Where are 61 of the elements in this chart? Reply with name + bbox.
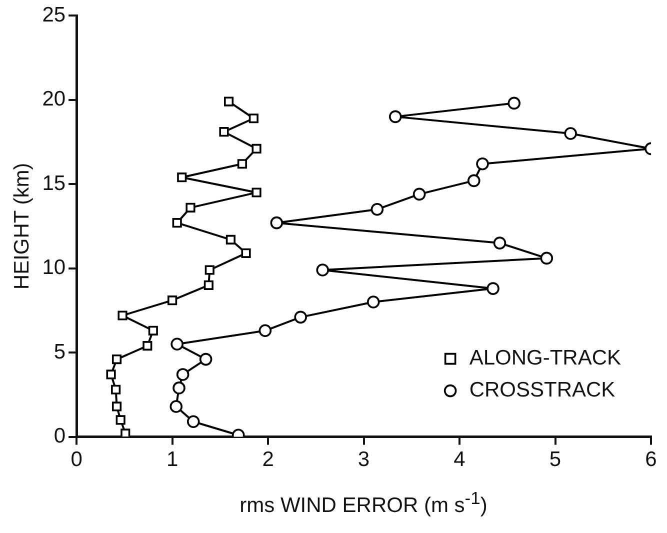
x-tick-label: 3 [358, 448, 370, 472]
y-axis-title: HEIGHT (km) [10, 162, 34, 290]
point [258, 324, 272, 338]
point [106, 370, 116, 380]
point [486, 282, 500, 295]
point [412, 188, 426, 201]
y-tick-label: 15 [42, 172, 66, 195]
y-tick-label: 20 [42, 88, 66, 111]
point [118, 310, 128, 320]
point [170, 338, 184, 351]
x-tick-label: 5 [549, 448, 562, 472]
y-tick-label: 25 [42, 3, 66, 26]
point [564, 127, 577, 140]
point [112, 354, 122, 364]
point [142, 341, 152, 351]
point [366, 296, 380, 308]
point [120, 428, 130, 437]
point [316, 264, 330, 276]
point [219, 127, 229, 137]
x-tick-label: 6 [645, 448, 657, 472]
point [508, 96, 520, 110]
point [148, 326, 158, 336]
x-tick-label: 4 [454, 448, 466, 472]
point [493, 236, 506, 250]
point [241, 248, 251, 258]
point [224, 96, 234, 106]
point [476, 157, 489, 170]
y-tick-label: 5 [54, 340, 66, 364]
point [540, 252, 554, 265]
x-tick-label: 2 [262, 448, 274, 472]
point [112, 402, 122, 412]
point [294, 310, 307, 324]
point [172, 382, 186, 394]
x-tick-label: 1 [166, 448, 178, 472]
point [204, 265, 214, 275]
point [111, 384, 121, 394]
x-tick-label: 0 [70, 448, 82, 472]
point [252, 188, 262, 198]
legend-label: ALONG-TRACK [469, 346, 621, 370]
point [467, 174, 480, 188]
legend-label: CROSSTRACK [469, 378, 616, 402]
point [237, 159, 247, 169]
point [226, 234, 236, 244]
point [199, 352, 212, 366]
point [186, 202, 196, 212]
point [252, 144, 262, 154]
point [270, 216, 284, 230]
point [370, 202, 384, 216]
point [168, 296, 178, 306]
x-axis-title: rms WIND ERROR (m s$^{-1}$) [240, 488, 488, 518]
point [170, 400, 183, 413]
point [116, 415, 126, 425]
y-tick-label: 10 [42, 256, 66, 280]
point [176, 368, 190, 381]
point [388, 110, 402, 124]
point [172, 218, 182, 228]
point [186, 415, 200, 428]
point [177, 172, 187, 182]
point [248, 114, 258, 124]
y-tick-label: 0 [54, 424, 66, 448]
point [204, 280, 214, 290]
